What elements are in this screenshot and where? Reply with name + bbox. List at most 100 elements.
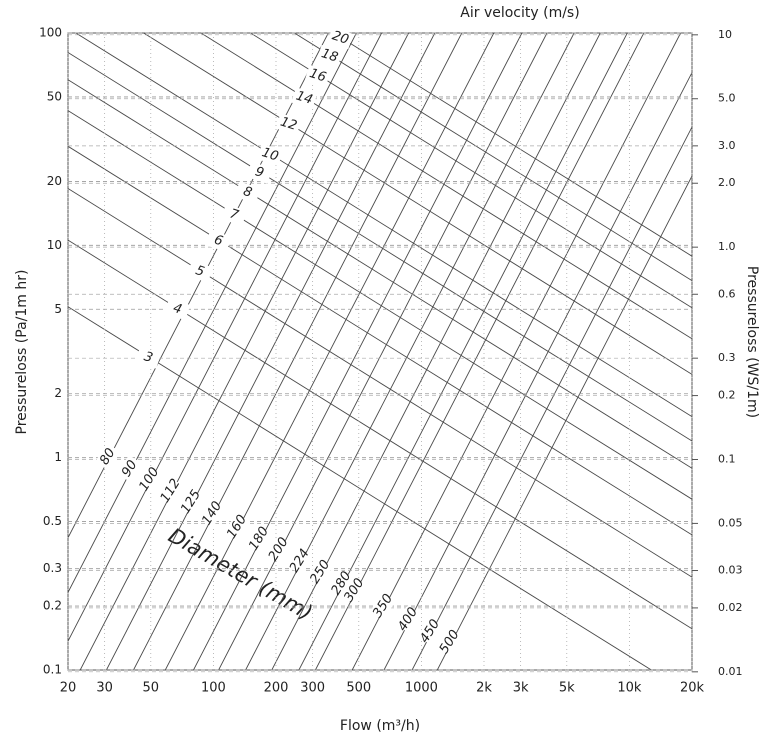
y2-tick-label: 0.3 (718, 351, 736, 364)
label-bg (287, 547, 313, 575)
x-tick-label: 10k (617, 681, 642, 696)
y2-tick-label: 0.6 (718, 287, 736, 300)
diameter-label: 80 (97, 446, 118, 468)
velocity-label: 14 (294, 89, 314, 108)
label-bg (291, 87, 318, 110)
y-tick-label: 2 (54, 386, 62, 400)
diameter-line (351, 33, 681, 670)
diameter-line (315, 33, 645, 670)
line-layer (68, 33, 692, 670)
velocity-line (68, 145, 692, 536)
label-bg (341, 576, 368, 604)
y-tick-label: 0.5 (43, 514, 62, 528)
x-tick-label: 3k (513, 681, 529, 696)
x-axis-label: Flow (m³/h) (340, 718, 420, 734)
diameter-line (68, 33, 329, 539)
x-tick-label: 500 (346, 681, 371, 696)
x-tick-label: 100 (201, 681, 226, 696)
velocity-line (68, 79, 692, 469)
y2-tick-label: 0.01 (718, 665, 743, 678)
label-bg (199, 499, 225, 527)
label-bg (246, 161, 273, 184)
diameter-line (218, 33, 548, 670)
label-bg (417, 617, 443, 645)
label-bg (437, 628, 463, 656)
diameter-line (106, 33, 436, 670)
label-bg (257, 143, 284, 166)
diameter-line (383, 71, 692, 670)
label-bg (95, 443, 121, 471)
x-tick-label: 50 (142, 681, 159, 696)
y-tick-label: 100 (39, 26, 62, 40)
velocity-line (75, 33, 692, 417)
velocity-label: 10 (260, 145, 280, 164)
y-tick-label: 10 (47, 238, 62, 252)
label-bg (224, 513, 250, 541)
x-tick-label: 1000 (405, 681, 438, 696)
x-tick-label: 300 (300, 681, 325, 696)
label-bg (205, 229, 232, 252)
label-bg (157, 477, 184, 505)
y-tick-label: 1 (54, 450, 62, 464)
diameter-line (193, 33, 523, 670)
label-bg (234, 181, 261, 204)
y-tick-label: 0.2 (43, 599, 62, 613)
x-tick-label: 30 (96, 681, 113, 696)
diameter-line (411, 126, 692, 670)
y2-tick-label: 0.2 (718, 389, 736, 402)
y2-tick-label: 1.0 (718, 240, 736, 253)
velocity-line (249, 33, 692, 309)
top-label: Air velocity (m/s) (460, 5, 579, 21)
velocity-label: 16 (308, 66, 328, 85)
label-bg (327, 27, 354, 50)
label-bg (164, 298, 191, 321)
label-bg (395, 605, 421, 634)
label-bg (370, 592, 396, 620)
y-axis-label: Pressureloss (Pa/1m hr) (14, 270, 30, 435)
label-bg (266, 535, 292, 563)
y2-tick-label: 0.02 (718, 601, 743, 614)
label-bg (304, 64, 331, 87)
x-tick-label: 5k (559, 681, 575, 696)
diameter-line (68, 33, 382, 643)
label-bg (136, 465, 163, 493)
velocity-label: 18 (319, 46, 339, 65)
x-tick-label: 200 (264, 681, 289, 696)
velocity-line (68, 110, 692, 500)
y-tick-label: 50 (47, 89, 62, 103)
plot-frame (67, 32, 693, 671)
y2-tick-label: 0.05 (718, 516, 743, 529)
y2-tick-label: 0.1 (718, 452, 736, 465)
diameter-line (436, 174, 692, 670)
diameter-annotation: Diameter (mm) (164, 523, 316, 625)
velocity-label: 20 (330, 28, 350, 47)
diameter-line (298, 33, 628, 670)
diameter-label: 90 (119, 458, 140, 480)
y-tick-label: 0.1 (43, 663, 62, 677)
velocity-line (332, 33, 692, 257)
y2-tick-label: 5.0 (718, 92, 736, 105)
diameter-line (164, 33, 495, 670)
velocity-line (68, 52, 692, 442)
label-bg (117, 455, 143, 483)
x-tick-label: 20 (60, 681, 77, 696)
velocity-line (68, 188, 692, 578)
label-bg (221, 203, 247, 226)
velocity-line (68, 306, 653, 670)
velocity-label: 12 (278, 115, 298, 134)
y2-tick-label: 3.0 (718, 139, 736, 152)
label-bg (328, 569, 355, 597)
label-bg (316, 44, 343, 67)
label-bg (246, 525, 272, 553)
y-tick-label: 20 (47, 174, 62, 188)
velocity-line (293, 33, 692, 281)
label-bg (178, 488, 204, 516)
label-bg (186, 260, 213, 283)
diameter-line (68, 33, 357, 594)
y2-tick-label: 0.03 (718, 564, 743, 577)
y2-tick-label: 2.0 (718, 176, 736, 189)
label-bg (135, 346, 162, 369)
velocity-line (142, 33, 692, 375)
x-tick-label: 2k (476, 681, 492, 696)
